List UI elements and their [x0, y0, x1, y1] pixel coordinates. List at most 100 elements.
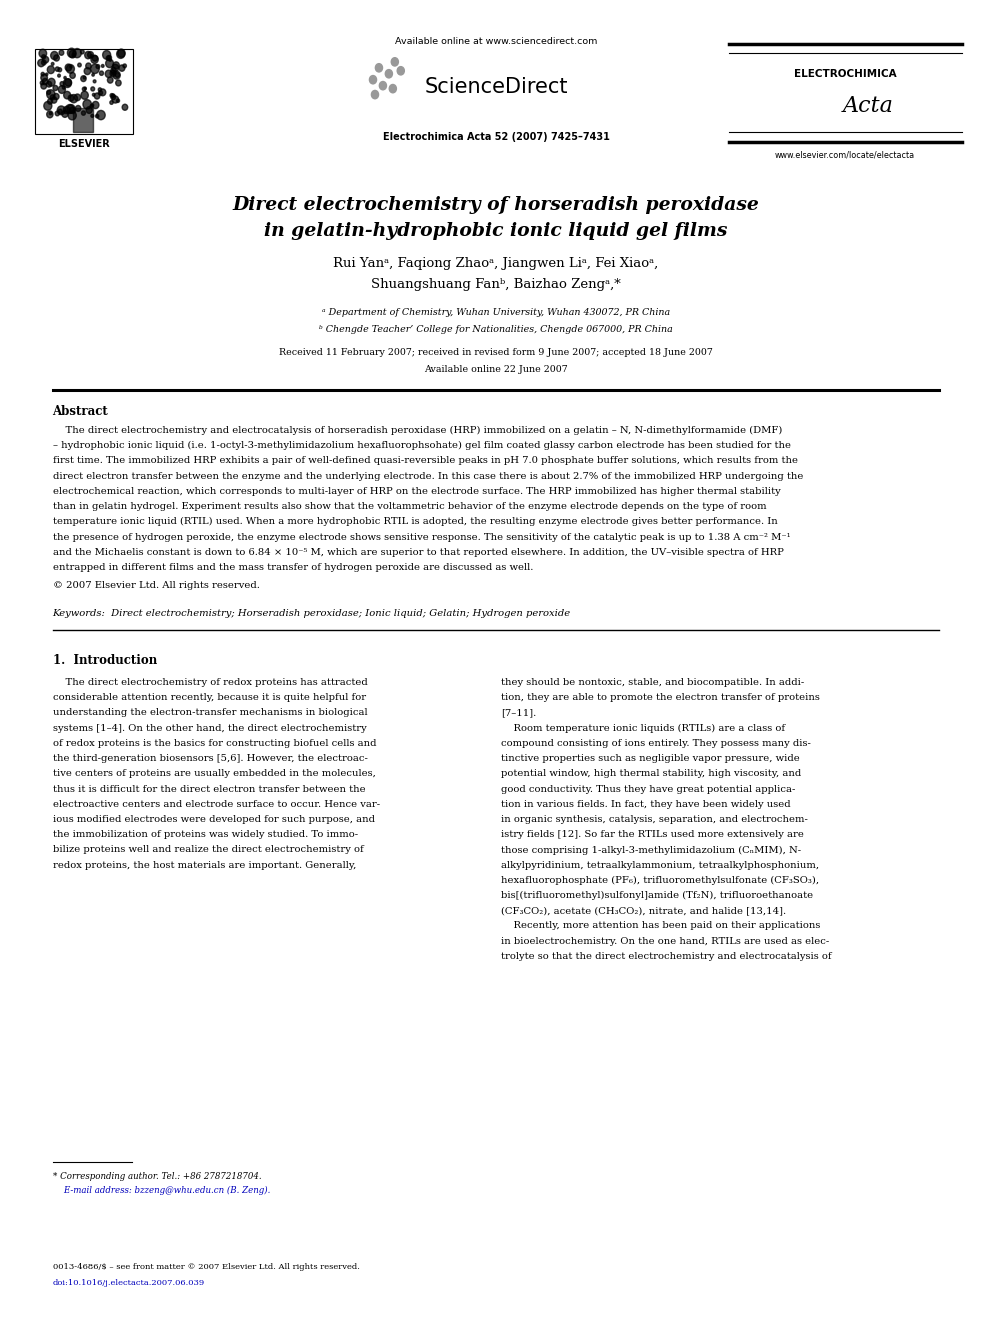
- Circle shape: [87, 52, 93, 58]
- Circle shape: [72, 49, 81, 58]
- Text: direct electron transfer between the enzyme and the underlying electrode. In thi: direct electron transfer between the enz…: [53, 472, 803, 480]
- Circle shape: [42, 60, 46, 65]
- Circle shape: [69, 73, 75, 78]
- Circle shape: [63, 78, 71, 87]
- Text: Abstract: Abstract: [53, 405, 108, 418]
- Text: Shuangshuang Fanᵇ, Baizhao Zengᵃ,*: Shuangshuang Fanᵇ, Baizhao Zengᵃ,*: [371, 278, 621, 291]
- Circle shape: [98, 87, 101, 91]
- Circle shape: [48, 78, 56, 86]
- Text: electroactive centers and electrode surface to occur. Hence var-: electroactive centers and electrode surf…: [53, 799, 380, 808]
- Circle shape: [47, 111, 53, 118]
- Text: those comprising 1-alkyl-3-methylimidazolium (CₙMIM), N-: those comprising 1-alkyl-3-methylimidazo…: [501, 845, 802, 855]
- Circle shape: [123, 64, 126, 67]
- Circle shape: [102, 50, 111, 60]
- Circle shape: [65, 64, 71, 71]
- Text: © 2007 Elsevier Ltd. All rights reserved.: © 2007 Elsevier Ltd. All rights reserved…: [53, 581, 260, 590]
- Circle shape: [67, 48, 75, 57]
- Ellipse shape: [397, 66, 405, 75]
- Text: electrochemical reaction, which corresponds to multi-layer of HRP on the electro: electrochemical reaction, which correspo…: [53, 487, 781, 496]
- Circle shape: [105, 70, 112, 78]
- Text: ScienceDirect: ScienceDirect: [425, 77, 567, 97]
- Circle shape: [116, 79, 121, 86]
- Circle shape: [72, 53, 75, 57]
- Circle shape: [107, 77, 113, 83]
- Text: Rui Yanᵃ, Faqiong Zhaoᵃ, Jiangwen Liᵃ, Fei Xiaoᵃ,: Rui Yanᵃ, Faqiong Zhaoᵃ, Jiangwen Liᵃ, F…: [333, 257, 659, 270]
- Circle shape: [52, 97, 57, 103]
- Circle shape: [62, 111, 68, 118]
- Text: * Corresponding author. Tel.: +86 2787218704.: * Corresponding author. Tel.: +86 278721…: [53, 1172, 261, 1181]
- Text: redox proteins, the host materials are important. Generally,: redox proteins, the host materials are i…: [53, 860, 356, 869]
- Circle shape: [96, 110, 105, 119]
- Circle shape: [80, 75, 86, 82]
- Text: Available online 22 June 2007: Available online 22 June 2007: [425, 365, 567, 374]
- Circle shape: [44, 102, 52, 110]
- Text: the immobilization of proteins was widely studied. To immo-: the immobilization of proteins was widel…: [53, 830, 358, 839]
- Text: ᵇ Chengde Teacher’ College for Nationalities, Chengde 067000, PR China: ᵇ Chengde Teacher’ College for Nationali…: [319, 325, 673, 335]
- Text: Keywords:  Direct electrochemistry; Horseradish peroxidase; Ionic liquid; Gelati: Keywords: Direct electrochemistry; Horse…: [53, 610, 570, 618]
- Circle shape: [115, 73, 119, 77]
- Circle shape: [90, 65, 99, 74]
- Circle shape: [111, 67, 116, 73]
- Circle shape: [63, 77, 66, 79]
- Circle shape: [43, 78, 48, 85]
- Circle shape: [46, 73, 48, 75]
- Circle shape: [109, 58, 111, 61]
- Circle shape: [41, 81, 44, 85]
- Circle shape: [56, 67, 60, 71]
- Circle shape: [54, 94, 60, 99]
- Circle shape: [82, 87, 86, 91]
- Circle shape: [95, 114, 99, 118]
- Circle shape: [59, 86, 65, 94]
- Text: (CF₃CO₂), acetate (CH₃CO₂), nitrate, and halide [13,14].: (CF₃CO₂), acetate (CH₃CO₂), nitrate, and…: [501, 906, 786, 916]
- Circle shape: [75, 106, 80, 111]
- Text: the presence of hydrogen peroxide, the enzyme electrode shows sensitive response: the presence of hydrogen peroxide, the e…: [53, 532, 791, 541]
- Text: ᵃ Department of Chemistry, Wuhan University, Wuhan 430072, PR China: ᵃ Department of Chemistry, Wuhan Univers…: [322, 308, 670, 318]
- Circle shape: [92, 74, 94, 77]
- Circle shape: [38, 60, 45, 66]
- Circle shape: [83, 77, 85, 79]
- Circle shape: [67, 105, 75, 112]
- Text: in gelatin-hydrophobic ionic liquid gel films: in gelatin-hydrophobic ionic liquid gel …: [264, 222, 728, 241]
- Circle shape: [96, 65, 100, 69]
- Circle shape: [62, 86, 65, 89]
- Circle shape: [107, 56, 111, 60]
- Circle shape: [48, 66, 55, 74]
- Circle shape: [122, 105, 128, 110]
- Circle shape: [41, 83, 47, 89]
- Bar: [36, 49, 134, 134]
- Circle shape: [68, 111, 76, 120]
- Bar: [73, 108, 93, 132]
- Circle shape: [92, 56, 97, 61]
- Text: Acta: Acta: [842, 95, 894, 118]
- Circle shape: [84, 87, 86, 90]
- Circle shape: [110, 70, 116, 77]
- Text: tive centers of proteins are usually embedded in the molecules,: tive centers of proteins are usually emb…: [53, 769, 375, 778]
- Circle shape: [66, 65, 74, 73]
- Circle shape: [56, 111, 60, 116]
- Circle shape: [58, 74, 61, 77]
- Text: than in gelatin hydrogel. Experiment results also show that the voltammetric beh: than in gelatin hydrogel. Experiment res…: [53, 503, 766, 511]
- Text: hexafluorophosphate (PF₆), trifluoromethylsulfonate (CF₃SO₃),: hexafluorophosphate (PF₆), trifluorometh…: [501, 876, 819, 885]
- Text: ious modified electrodes were developed for such purpose, and: ious modified electrodes were developed …: [53, 815, 375, 824]
- Circle shape: [50, 112, 52, 115]
- Text: tion in various fields. In fact, they have been widely used: tion in various fields. In fact, they ha…: [501, 799, 791, 808]
- Circle shape: [90, 54, 93, 58]
- Circle shape: [116, 99, 120, 102]
- Circle shape: [105, 60, 113, 67]
- Circle shape: [113, 62, 119, 69]
- Text: Received 11 February 2007; received in revised form 9 June 2007; accepted 18 Jun: Received 11 February 2007; received in r…: [279, 348, 713, 357]
- Circle shape: [47, 90, 55, 99]
- Circle shape: [84, 52, 91, 58]
- Text: they should be nontoxic, stable, and biocompatible. In addi-: they should be nontoxic, stable, and bio…: [501, 679, 805, 687]
- Text: alkylpyridinium, tetraalkylammonium, tetraalkylphosphonium,: alkylpyridinium, tetraalkylammonium, tet…: [501, 860, 819, 869]
- Text: understanding the electron-transfer mechanisms in biological: understanding the electron-transfer mech…: [53, 709, 367, 717]
- Text: The direct electrochemistry and electrocatalysis of horseradish peroxidase (HRP): The direct electrochemistry and electroc…: [53, 426, 782, 435]
- Ellipse shape: [371, 90, 379, 99]
- Circle shape: [92, 102, 99, 108]
- Circle shape: [64, 79, 71, 86]
- Circle shape: [94, 93, 100, 99]
- Text: ELECTROCHIMICA: ELECTROCHIMICA: [794, 69, 897, 79]
- Text: trolyte so that the direct electrochemistry and electrocatalysis of: trolyte so that the direct electrochemis…: [501, 951, 831, 960]
- Circle shape: [39, 49, 47, 58]
- Text: good conductivity. Thus they have great potential applica-: good conductivity. Thus they have great …: [501, 785, 796, 794]
